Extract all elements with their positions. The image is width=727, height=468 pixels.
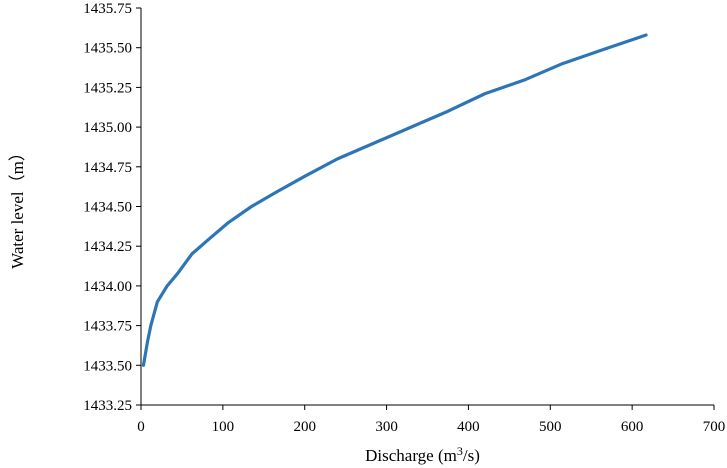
series-layer <box>141 33 648 367</box>
y-tick-label: 1435.25 <box>83 80 132 96</box>
y-tick-label: 1435.75 <box>83 1 132 17</box>
y-tick-label: 1434.25 <box>83 239 132 255</box>
x-axis-title-unit: /s) <box>463 446 480 465</box>
x-axis-title-main: Discharge (m <box>365 446 457 465</box>
series-line <box>141 33 648 367</box>
x-tick-label: 100 <box>212 419 235 435</box>
x-tick-label: 700 <box>703 419 726 435</box>
y-tick-label: 1435.00 <box>83 120 132 136</box>
y-tick-label: 1433.25 <box>83 398 132 414</box>
y-tick-label: 1434.75 <box>83 160 132 176</box>
x-axis: 0 100 200 300 400 500 600 700 <box>137 404 726 435</box>
x-tick-label: 0 <box>137 419 145 435</box>
y-tick-label: 1434.50 <box>83 200 132 216</box>
y-tick-label: 1434.00 <box>83 279 132 295</box>
y-tick-label: 1433.75 <box>83 319 132 335</box>
y-axis-title: Water level（m） <box>8 144 27 269</box>
x-tick-label: 600 <box>621 419 644 435</box>
x-tick-label: 200 <box>293 419 316 435</box>
y-tick-label: 1435.50 <box>83 41 132 57</box>
x-axis-title-superscript: 3 <box>457 444 463 458</box>
y-axis: 1433.25 1433.50 1433.75 1434.00 1434.25 1434.… <box>83 1 142 414</box>
x-tick-label: 400 <box>457 419 480 435</box>
x-tick-label: 500 <box>539 419 562 435</box>
y-tick-label: 1433.50 <box>83 358 132 374</box>
x-axis-title: Discharge (m3/s) <box>365 444 480 465</box>
x-tick-label: 300 <box>375 419 398 435</box>
